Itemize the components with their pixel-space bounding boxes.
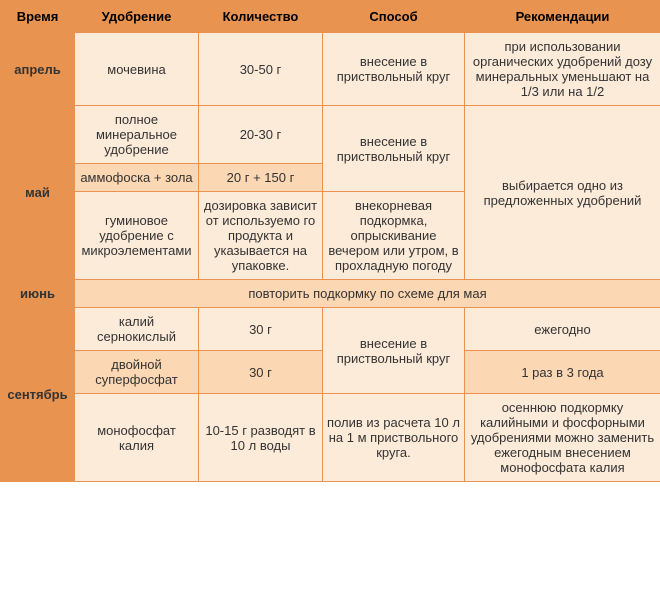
header-row: Время Удобрение Количество Способ Рекоме… (1, 1, 660, 33)
col-method: Способ (323, 1, 465, 33)
table-row: сентябрь калий сернокислый 30 г внесение… (1, 308, 660, 351)
cell-method: внесение в приствольный круг (323, 33, 465, 106)
cell-qty: 30 г (199, 308, 323, 351)
cell-qty: 20-30 г (199, 106, 323, 164)
month-september: сентябрь (1, 308, 75, 482)
col-qty: Количество (199, 1, 323, 33)
cell-fert: гуминовое удобрение с микроэлемен­тами (75, 192, 199, 280)
col-fert: Удобрение (75, 1, 199, 33)
cell-method: внесение в приствольный круг (323, 106, 465, 192)
table-row: июнь повторить подкормку по схеме для ма… (1, 280, 660, 308)
cell-fert: калий сернокислый (75, 308, 199, 351)
month-may: май (1, 106, 75, 280)
cell-qty: 30-50 г (199, 33, 323, 106)
fertilizer-schedule-table: Время Удобрение Количество Способ Рекоме… (0, 0, 660, 482)
cell-qty: 20 г + 150 г (199, 164, 323, 192)
cell-method: внесение в приствольный круг (323, 308, 465, 394)
cell-fert: двойной суперфосфат (75, 351, 199, 394)
cell-method: внекорневая подкормка, опрыскивание вече… (323, 192, 465, 280)
cell-qty: 10-15 г раз­водят в 10 л воды (199, 394, 323, 482)
cell-fert: мочевина (75, 33, 199, 106)
col-rec: Рекомендации (465, 1, 660, 33)
table-row: май полное минеральное удобрение 20-30 г… (1, 106, 660, 164)
june-note: повторить подкормку по схеме для мая (75, 280, 660, 308)
cell-rec: при использовании органических удобрений… (465, 33, 660, 106)
table-row: апрель мочевина 30-50 г внесение в прист… (1, 33, 660, 106)
cell-fert: монофосфат калия (75, 394, 199, 482)
table-row: монофосфат калия 10-15 г раз­водят в 10 … (1, 394, 660, 482)
month-june: июнь (1, 280, 75, 308)
schedule-table: Время Удобрение Количество Способ Рекоме… (0, 0, 660, 482)
cell-rec: 1 раз в 3 года (465, 351, 660, 394)
cell-qty: дозировка зависит от используемо го прод… (199, 192, 323, 280)
cell-fert: аммофоска + зола (75, 164, 199, 192)
col-time: Время (1, 1, 75, 33)
cell-rec: осеннюю подкормку калийными и фосфорными… (465, 394, 660, 482)
cell-qty: 30 г (199, 351, 323, 394)
month-april: апрель (1, 33, 75, 106)
cell-rec: выбирается одно из предложенных удобрени… (465, 106, 660, 280)
cell-method: полив из расчета 10 л на 1 м приствольно… (323, 394, 465, 482)
cell-rec: ежегодно (465, 308, 660, 351)
cell-fert: полное минеральное удобрение (75, 106, 199, 164)
